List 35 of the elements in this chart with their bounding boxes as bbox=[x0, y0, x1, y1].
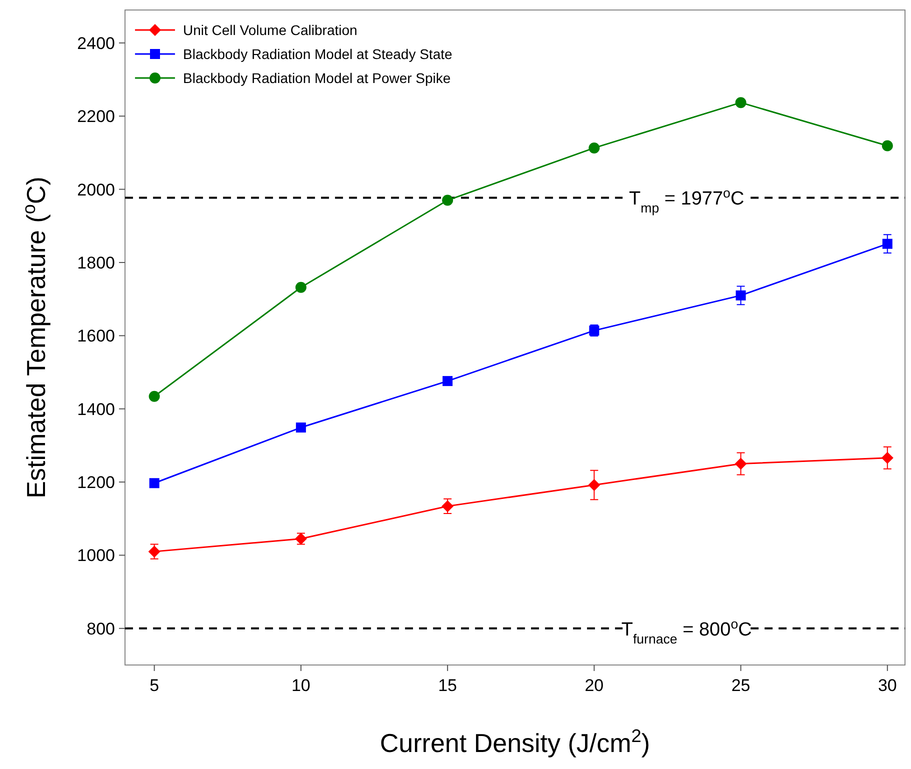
y-tick-label: 2000 bbox=[77, 180, 115, 200]
y-tick-label: 2400 bbox=[77, 34, 115, 53]
point bbox=[588, 478, 600, 491]
y-tick-label: 1400 bbox=[77, 400, 115, 419]
y-tick-label: 2200 bbox=[77, 107, 115, 126]
x-axis-title: Current Density (J/cm$^{2}$) bbox=[380, 726, 650, 758]
x-tick-label: 15 bbox=[438, 676, 458, 695]
ref-line-label: T$_{furnace}$ = 800$^{o}$C bbox=[621, 616, 752, 646]
x-tick-label: 10 bbox=[291, 676, 310, 695]
legend-label: Blackbody Radiation Model at Power Spike bbox=[183, 70, 451, 86]
point bbox=[881, 452, 894, 464]
y-tick-label: 1000 bbox=[77, 546, 115, 566]
x-tick-label: 25 bbox=[731, 676, 750, 695]
point bbox=[148, 390, 160, 402]
point bbox=[295, 282, 306, 293]
point bbox=[882, 238, 892, 249]
y-tick-label: 800 bbox=[86, 619, 115, 638]
point bbox=[296, 422, 306, 433]
y-tick-label: 1800 bbox=[77, 253, 115, 272]
y-tick-label: 1200 bbox=[77, 473, 115, 492]
point bbox=[149, 478, 160, 488]
x-tick-label: 20 bbox=[584, 676, 604, 695]
x-tick-label: 30 bbox=[878, 676, 897, 695]
point bbox=[442, 376, 453, 386]
legend-label: Unit Cell Volume Calibration bbox=[183, 22, 358, 38]
ref-line-label: T$_{mp}$ = 1977$^{o}$C bbox=[629, 185, 744, 216]
x-tick-label: 5 bbox=[150, 676, 160, 695]
point bbox=[734, 458, 747, 470]
y-tick-label: 1600 bbox=[77, 326, 115, 346]
legend-label: Blackbody Radiation Model at Steady State bbox=[183, 46, 452, 62]
point bbox=[588, 142, 600, 154]
point bbox=[882, 140, 893, 152]
point bbox=[736, 290, 746, 300]
point bbox=[442, 194, 454, 206]
point bbox=[735, 97, 746, 108]
